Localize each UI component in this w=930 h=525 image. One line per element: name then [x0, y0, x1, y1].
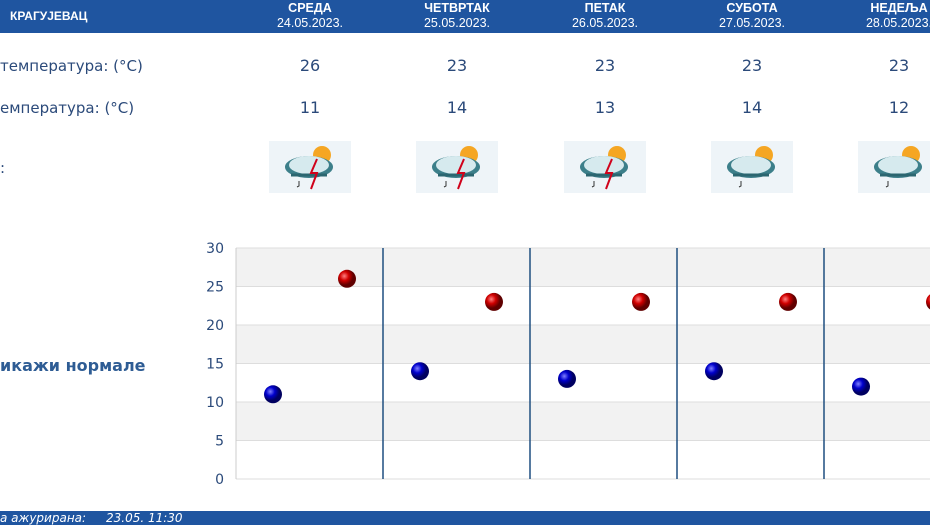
- min-temp-value: 11: [299, 98, 321, 117]
- sun-cloud-thunderstorm-icon: [269, 141, 351, 193]
- y-tick-label: 30: [206, 241, 224, 257]
- grid-band: [236, 440, 930, 479]
- max-temp-point: [926, 294, 930, 310]
- sun-cloud-rain-icon: [858, 141, 930, 193]
- day-date: 25.05.2023.: [423, 16, 491, 30]
- grid-band: [236, 363, 930, 402]
- updated-label: а ажурирана:: [0, 511, 87, 525]
- max-temp-value: 23: [594, 56, 616, 75]
- sun-cloud-thunderstorm-icon: [416, 141, 498, 193]
- max-temp-point: [485, 292, 503, 311]
- day-date: 26.05.2023.: [571, 16, 639, 30]
- min-temp-value: 14: [741, 98, 763, 117]
- day-name: СУБОТА: [726, 1, 778, 15]
- max-temp-point: [779, 292, 797, 311]
- max-temp-value: 23: [888, 56, 910, 75]
- grid-band: [236, 402, 930, 441]
- max-temp-label: температура: (°C): [0, 57, 143, 75]
- min-temp-point: [411, 362, 429, 381]
- min-temp-point: [264, 385, 282, 404]
- y-tick-label: 25: [206, 280, 224, 296]
- weather-label: :: [0, 159, 6, 177]
- grid-band: [236, 325, 930, 364]
- day-header: СРЕДА 24.05.2023.: [240, 1, 380, 31]
- day-header: СУБОТА 27.05.2023.: [682, 1, 822, 31]
- day-header: ЧЕТВРТАК 25.05.2023.: [387, 1, 527, 31]
- day-header: НЕДЕЉА 28.05.2023.: [829, 1, 930, 31]
- city-name: КРАГУЈЕВАЦ: [10, 9, 88, 23]
- y-tick-label: 15: [206, 357, 224, 373]
- y-tick-label: 5: [215, 434, 224, 450]
- min-temp-point: [558, 369, 576, 388]
- min-temp-value: 13: [594, 98, 616, 117]
- y-tick-label: 10: [206, 395, 224, 411]
- show-normals-link[interactable]: икажи нормале: [0, 356, 146, 375]
- day-header: ПЕТАК 26.05.2023.: [535, 1, 675, 31]
- day-date: 24.05.2023.: [276, 16, 344, 30]
- day-name: ПЕТАК: [584, 1, 626, 15]
- header-bar: КРАГУЈЕВАЦ СРЕДА 24.05.2023. ЧЕТВРТАК 25.05…: [0, 0, 930, 33]
- y-tick-label: 20: [206, 318, 224, 334]
- max-temp-value: 23: [446, 56, 468, 75]
- day-name: СРЕДА: [288, 1, 332, 15]
- sun-cloud-rain-icon: [711, 141, 793, 193]
- min-temp-label: емпература: (°C): [0, 99, 135, 117]
- updated-time: 23.05. 11:30: [106, 511, 183, 525]
- y-tick-label: 0: [215, 472, 224, 488]
- min-temp-point: [705, 362, 723, 381]
- day-name: НЕДЕЉА: [870, 1, 928, 15]
- sun-cloud-thunderstorm-icon: [564, 141, 646, 193]
- min-temp-point: [852, 377, 870, 396]
- day-date: 27.05.2023.: [718, 16, 786, 30]
- grid-band: [236, 286, 930, 325]
- max-temp-value: 23: [741, 56, 763, 75]
- day-date: 28.05.2023.: [865, 16, 930, 30]
- min-temp-value: 12: [888, 98, 910, 117]
- day-name: ЧЕТВРТАК: [424, 1, 490, 15]
- footer-bar: а ажурирана: 23.05. 11:30: [0, 511, 930, 525]
- temperature-chart: 0 5 10 15 20 25 30: [206, 241, 930, 488]
- min-temp-value: 14: [446, 98, 468, 117]
- max-temp-value: 26: [299, 56, 321, 75]
- max-temp-point: [632, 292, 650, 311]
- max-temp-point: [338, 269, 356, 288]
